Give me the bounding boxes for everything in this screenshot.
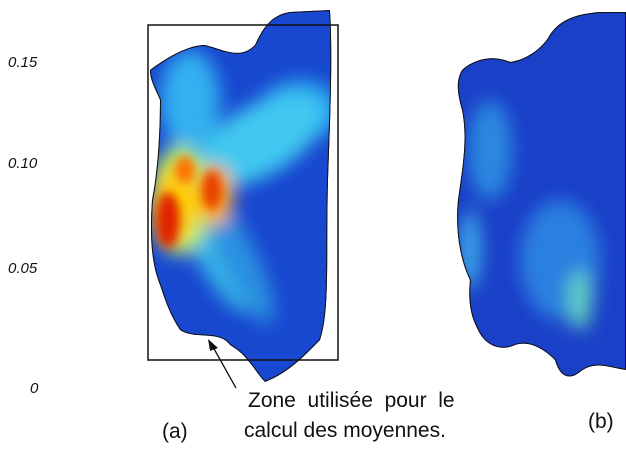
scale-label: 0.10 xyxy=(8,155,38,172)
scale-label: 0.05 xyxy=(8,260,38,277)
scale-label: 0 xyxy=(30,380,39,397)
annotation-line: Zone utilisée pour le xyxy=(248,389,455,412)
arrow xyxy=(212,346,237,389)
scale-label: 0.15 xyxy=(8,54,38,71)
annotation-line: calcul des moyennes. xyxy=(244,419,446,442)
annotation: Zone utilisée pour le calcul des moyenne… xyxy=(244,386,455,446)
heatmap-b xyxy=(457,12,626,377)
arrow-head xyxy=(208,339,218,351)
heatmap-a xyxy=(150,10,332,382)
zone-rectangle xyxy=(147,24,339,361)
panel-label: (a) xyxy=(162,420,188,443)
panel-label: (b) xyxy=(588,410,614,433)
